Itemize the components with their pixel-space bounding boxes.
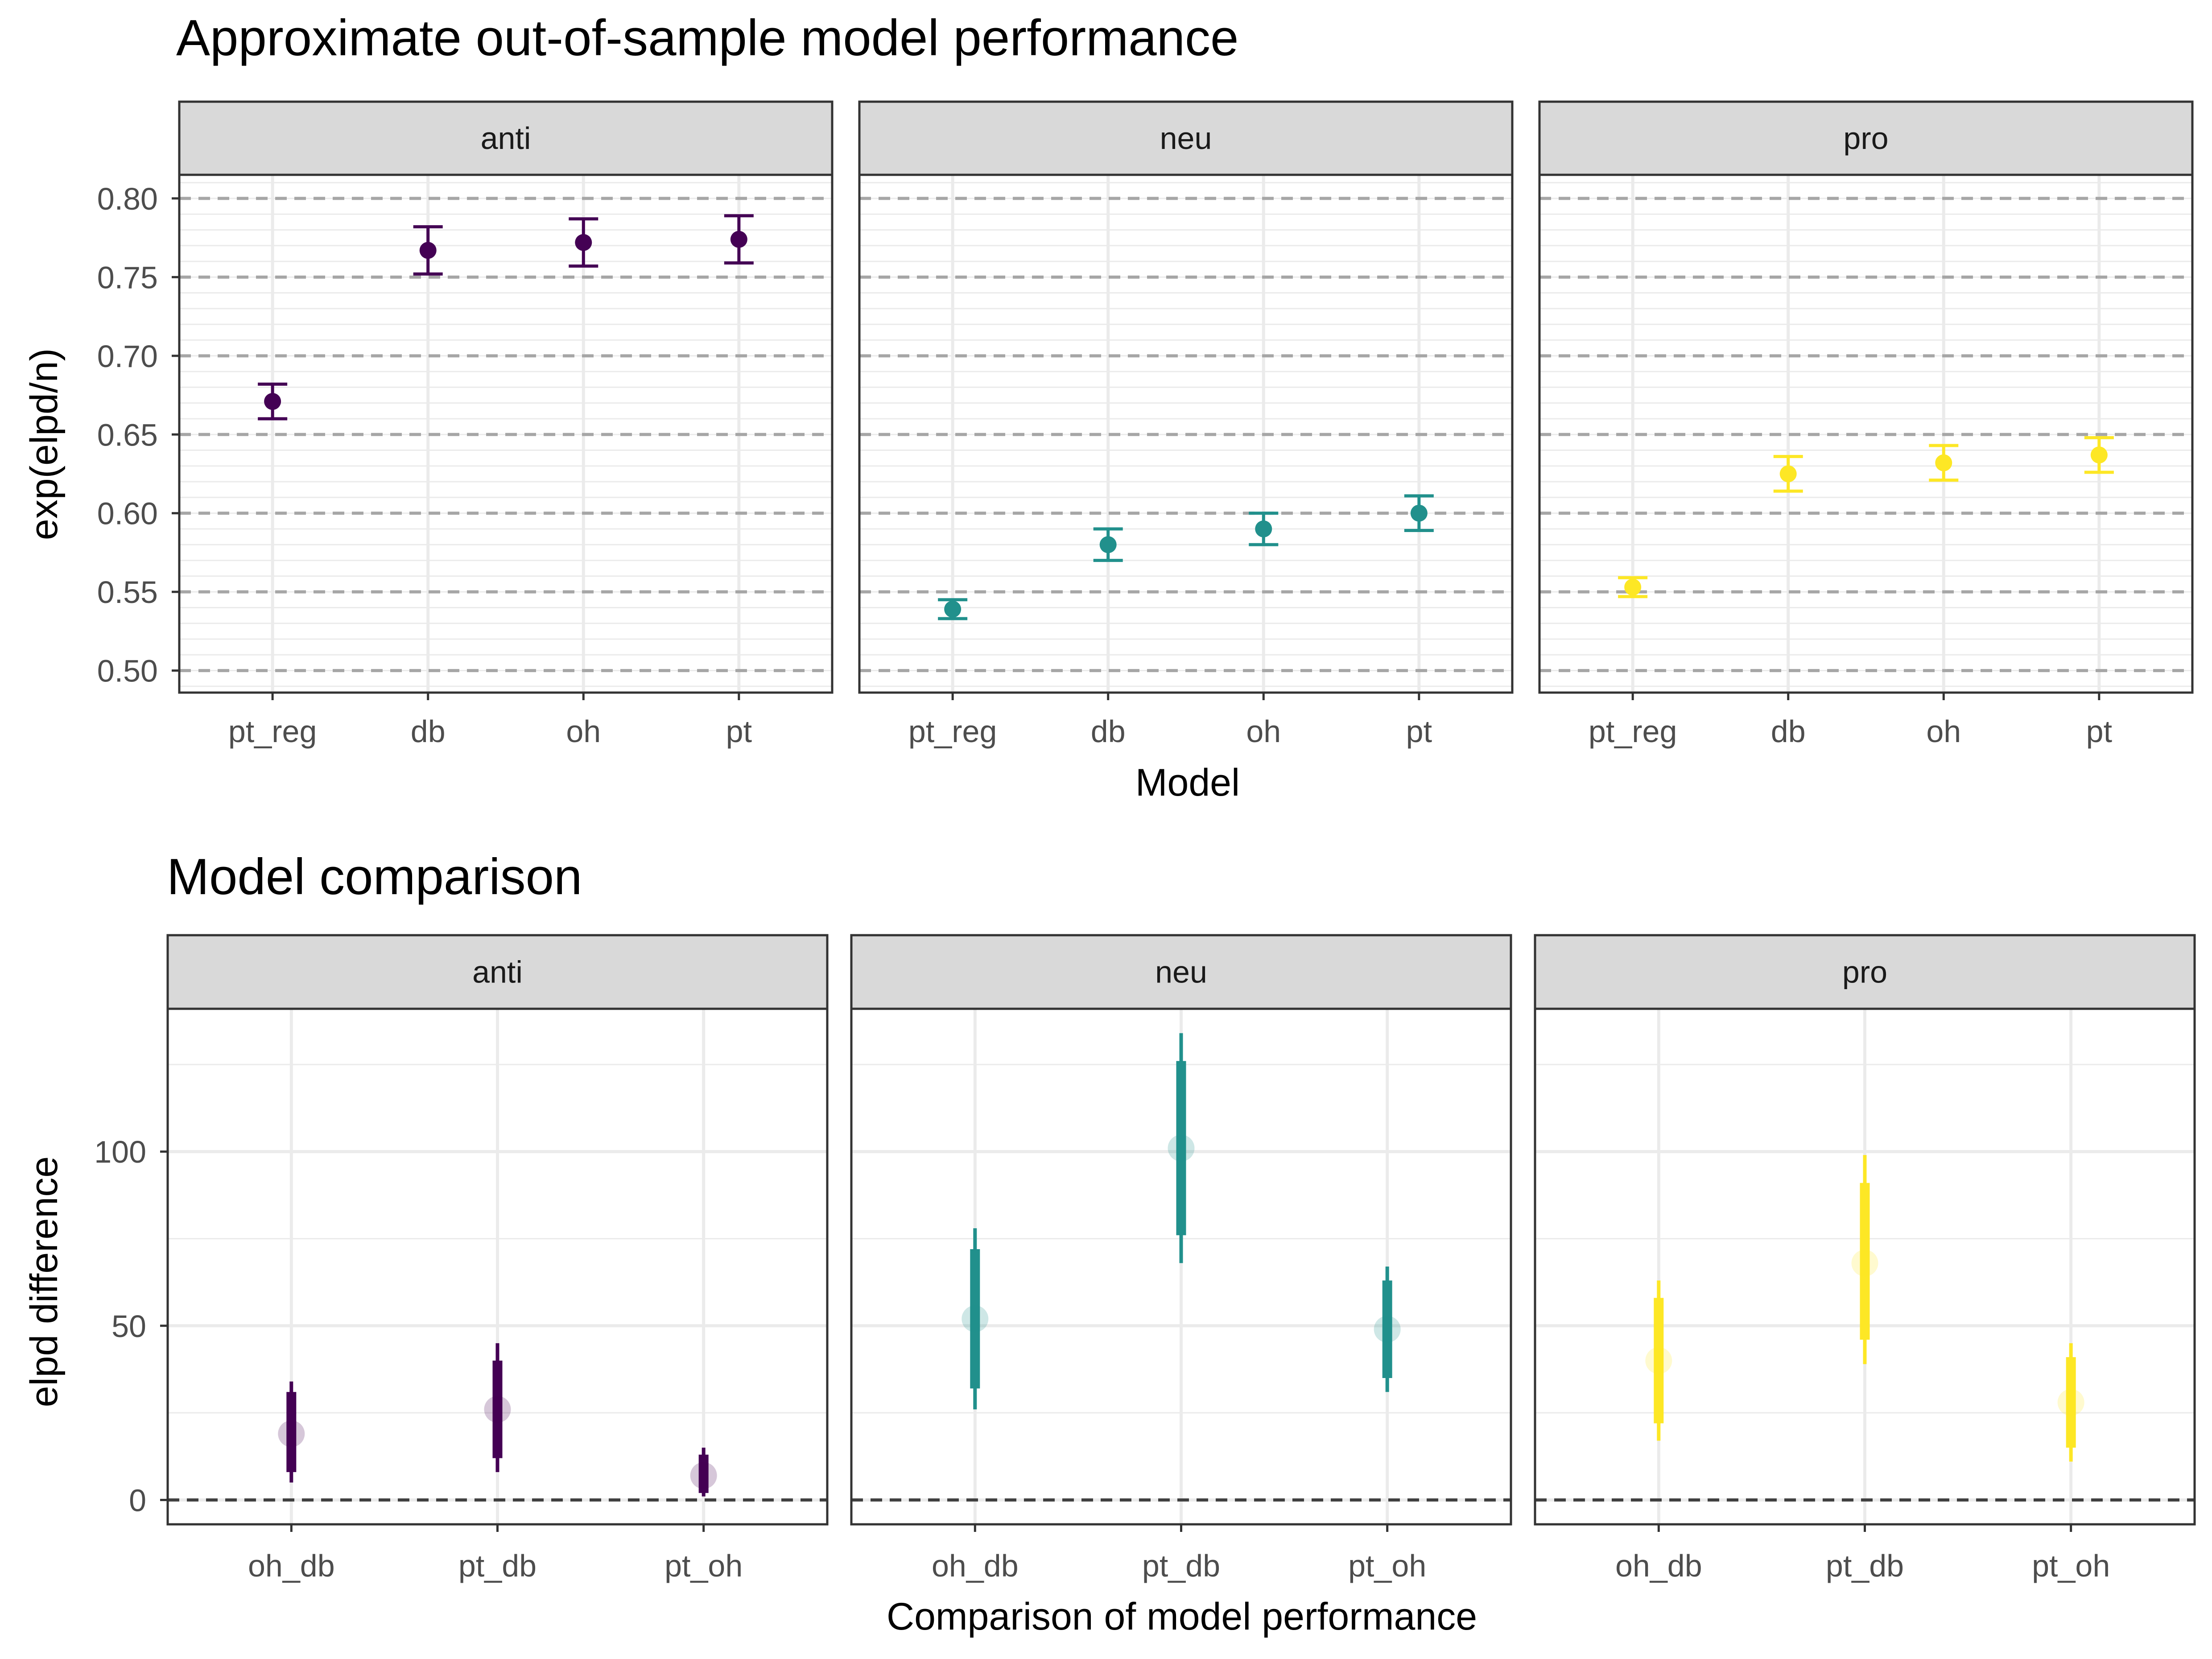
y-tick-label: 0.75 bbox=[97, 260, 158, 295]
point-estimate bbox=[1374, 1316, 1401, 1343]
x-tick-label: oh_db bbox=[1615, 1548, 1702, 1583]
bottom-chart-panels: anti oh_db pt_db pt_oh 0 50 100 neu oh_db pt_db pt… bbox=[94, 934, 2196, 1583]
top-x-axis-title: Model bbox=[1135, 761, 1240, 804]
panel-border bbox=[1538, 173, 2194, 694]
data-point bbox=[1779, 465, 1797, 483]
data-point bbox=[2090, 446, 2108, 464]
point-estimate bbox=[1168, 1135, 1195, 1162]
data-point bbox=[1624, 578, 1642, 596]
x-tick-label: pt_db bbox=[458, 1548, 536, 1583]
bottom-chart-title: Model comparison bbox=[167, 849, 582, 905]
y-tick-label: 0.50 bbox=[97, 654, 158, 689]
x-tick-label: db bbox=[1091, 714, 1126, 749]
top-y-axis-title: exp(elpd/n) bbox=[23, 348, 66, 540]
x-tick-label: oh bbox=[1246, 714, 1281, 749]
facet-panel-pro: pro pt_reg db oh pt bbox=[1538, 100, 2194, 749]
facet-panel-anti: anti oh_db pt_db pt_oh 0 50 100 bbox=[94, 934, 829, 1583]
point-estimate bbox=[2057, 1389, 2084, 1416]
facet-strip bbox=[166, 934, 829, 1010]
point-estimate bbox=[278, 1420, 305, 1447]
x-tick-label: oh_db bbox=[248, 1548, 335, 1583]
y-tick-label: 0 bbox=[129, 1483, 146, 1518]
top-chart-title: Approximate out-of-sample model performa… bbox=[176, 10, 1238, 66]
x-tick-label: oh bbox=[1926, 714, 1961, 749]
facet-strip-label: pro bbox=[1842, 955, 1887, 990]
facet-panel-anti: anti pt_reg db oh pt 0.50 0.55 0.60 0.65 0.70 0.75… bbox=[97, 100, 834, 749]
bottom-y-axis-title: elpd difference bbox=[23, 1156, 66, 1407]
point-estimate bbox=[1851, 1250, 1878, 1277]
data-point bbox=[1255, 520, 1272, 537]
x-tick-label: pt_oh bbox=[664, 1548, 743, 1583]
x-tick-label: pt_db bbox=[1826, 1548, 1904, 1583]
facet-panel-neu: neu oh_db pt_db pt_oh bbox=[850, 934, 1512, 1583]
x-tick-label: pt bbox=[1406, 714, 1432, 749]
data-point bbox=[1099, 536, 1117, 553]
facet-strip-label: pro bbox=[1843, 121, 1888, 156]
data-point bbox=[944, 600, 962, 618]
bottom-x-axis-title: Comparison of model performance bbox=[887, 1595, 1477, 1638]
data-point bbox=[730, 231, 747, 248]
facet-panel-neu: neu pt_reg db oh pt bbox=[858, 100, 1514, 749]
top-chart-panels: anti pt_reg db oh pt 0.50 0.55 0.60 0.65 0.70 0.75… bbox=[97, 100, 2194, 749]
x-tick-label: db bbox=[411, 714, 446, 749]
facet-strip bbox=[178, 100, 834, 176]
x-tick-label: pt_reg bbox=[1589, 714, 1677, 749]
facet-strip bbox=[1538, 100, 2194, 176]
facet-strip-label: neu bbox=[1155, 955, 1207, 990]
facet-strip-label: anti bbox=[481, 121, 531, 156]
point-estimate bbox=[962, 1305, 989, 1333]
data-point bbox=[1410, 504, 1428, 522]
x-tick-label: db bbox=[1771, 714, 1806, 749]
y-tick-label: 0.55 bbox=[97, 575, 158, 610]
point-estimate bbox=[484, 1396, 511, 1423]
data-point bbox=[264, 393, 281, 410]
point-estimate bbox=[690, 1462, 717, 1489]
x-tick-label: pt_db bbox=[1142, 1548, 1220, 1583]
x-tick-label: pt bbox=[726, 714, 752, 749]
data-point bbox=[1935, 454, 1952, 471]
x-tick-label: pt bbox=[2086, 714, 2112, 749]
y-tick-label: 50 bbox=[111, 1309, 146, 1344]
facet-strip bbox=[850, 934, 1512, 1010]
panel-border bbox=[858, 173, 1514, 694]
x-tick-label: oh_db bbox=[932, 1548, 1019, 1583]
y-tick-label: 100 bbox=[94, 1135, 146, 1169]
facet-strip-label: anti bbox=[472, 955, 523, 990]
x-tick-label: pt_oh bbox=[2032, 1548, 2110, 1583]
x-tick-label: oh bbox=[566, 714, 601, 749]
y-tick-label: 0.60 bbox=[97, 496, 158, 531]
data-point bbox=[419, 242, 437, 259]
x-tick-label: pt_reg bbox=[228, 714, 317, 749]
facet-panel-pro: pro oh_db pt_db pt_oh bbox=[1534, 934, 2196, 1583]
data-point bbox=[575, 234, 592, 251]
x-tick-label: pt_oh bbox=[1348, 1548, 1426, 1583]
x-tick-label: pt_reg bbox=[908, 714, 997, 749]
facet-strip bbox=[858, 100, 1514, 176]
y-tick-label: 0.80 bbox=[97, 182, 158, 216]
facet-strip bbox=[1534, 934, 2196, 1010]
y-tick-label: 0.65 bbox=[97, 417, 158, 452]
facet-strip-label: neu bbox=[1160, 121, 1212, 156]
point-estimate bbox=[1645, 1347, 1672, 1374]
y-tick-label: 0.70 bbox=[97, 339, 158, 374]
